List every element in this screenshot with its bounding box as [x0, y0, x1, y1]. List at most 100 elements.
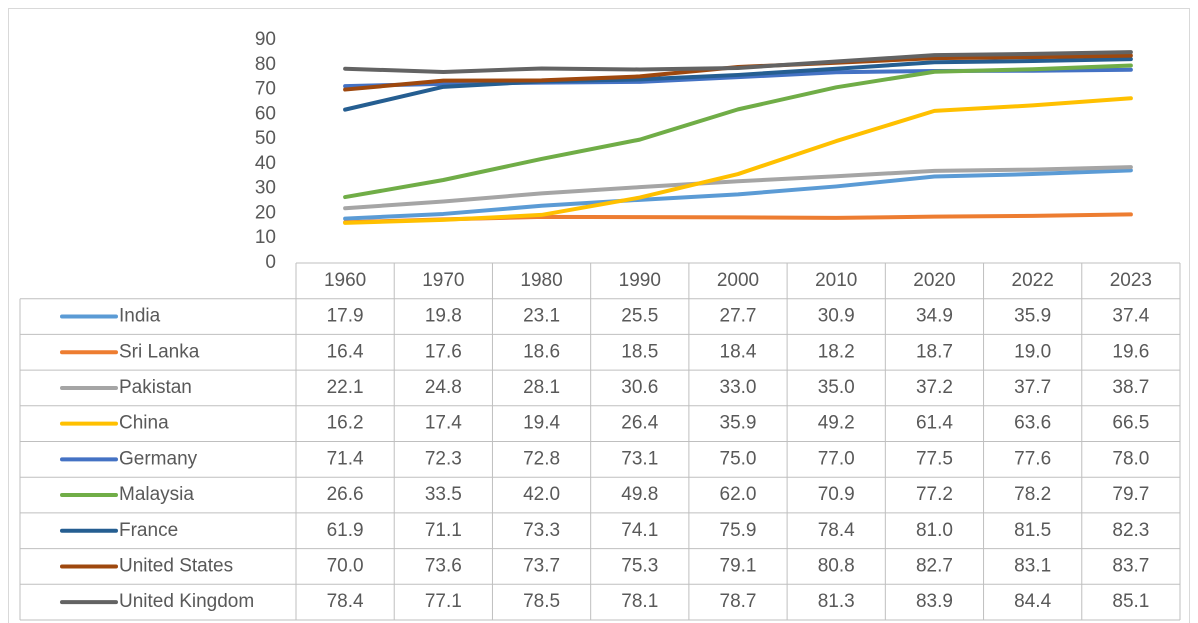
table-value: 17.4	[425, 413, 462, 434]
table-value: 33.0	[720, 377, 757, 398]
table-value: 72.3	[425, 448, 462, 469]
x-tick-label: 1990	[619, 270, 661, 291]
legend-label: China	[119, 413, 169, 434]
table-value: 77.0	[818, 448, 855, 469]
x-tick-label: 2020	[913, 270, 955, 291]
table-value: 18.6	[523, 341, 560, 362]
y-tick-label: 20	[255, 202, 276, 223]
table-value: 71.4	[327, 448, 364, 469]
table-value: 19.4	[523, 413, 560, 434]
x-tick-label: 2000	[717, 270, 759, 291]
table-value: 82.3	[1112, 520, 1149, 541]
table-value: 16.2	[327, 413, 364, 434]
table-value: 70.9	[818, 484, 855, 505]
table-value: 78.4	[327, 591, 364, 612]
chart-border	[8, 8, 1190, 623]
table-value: 77.6	[1014, 448, 1051, 469]
table-value: 18.7	[916, 341, 953, 362]
table-value: 34.9	[916, 306, 953, 327]
table-value: 61.9	[327, 520, 364, 541]
table-value: 28.1	[523, 377, 560, 398]
series-line	[343, 57, 1133, 112]
table-value: 85.1	[1112, 591, 1149, 612]
table-value: 16.4	[327, 341, 364, 362]
table-value: 81.3	[818, 591, 855, 612]
table-value: 71.1	[425, 520, 462, 541]
x-tick-label: 1970	[422, 270, 464, 291]
table-value: 79.1	[720, 555, 757, 576]
table-value: 81.0	[916, 520, 953, 541]
y-tick-label: 80	[255, 54, 276, 75]
y-tick-label: 90	[255, 29, 276, 50]
table-value: 27.7	[720, 306, 757, 327]
legend-label: Germany	[119, 448, 198, 469]
table-value: 49.8	[621, 484, 658, 505]
table-value: 18.2	[818, 341, 855, 362]
table-value: 19.6	[1112, 341, 1149, 362]
y-tick-label: 60	[255, 103, 276, 124]
table-value: 49.2	[818, 413, 855, 434]
table-value: 26.4	[621, 413, 658, 434]
table-value: 30.9	[818, 306, 855, 327]
table-value: 26.6	[327, 484, 364, 505]
table-value: 77.5	[916, 448, 953, 469]
y-tick-label: 70	[255, 79, 276, 100]
table-value: 19.8	[425, 306, 462, 327]
y-tick-label: 10	[255, 227, 276, 248]
y-tick-label: 40	[255, 153, 276, 174]
table-value: 17.6	[425, 341, 462, 362]
table-value: 79.7	[1112, 484, 1149, 505]
table-value: 35.9	[720, 413, 757, 434]
legend-label: India	[119, 306, 161, 327]
table-value: 37.2	[916, 377, 953, 398]
table-value: 62.0	[720, 484, 757, 505]
table-value: 35.0	[818, 377, 855, 398]
table-value: 83.9	[916, 591, 953, 612]
legend-label: Sri Lanka	[119, 341, 200, 362]
x-tick-label: 1980	[520, 270, 562, 291]
table-value: 80.8	[818, 555, 855, 576]
table-value: 38.7	[1112, 377, 1149, 398]
table-value: 78.5	[523, 591, 560, 612]
legend-label: France	[119, 520, 178, 541]
table-value: 72.8	[523, 448, 560, 469]
table-value: 78.7	[720, 591, 757, 612]
legend-label: Pakistan	[119, 377, 192, 398]
table-value: 24.8	[425, 377, 462, 398]
table-value: 84.4	[1014, 591, 1051, 612]
y-tick-label: 30	[255, 178, 276, 199]
x-tick-label: 2023	[1110, 270, 1152, 291]
table-value: 25.5	[621, 306, 658, 327]
table-value: 78.0	[1112, 448, 1149, 469]
series-line	[343, 63, 1133, 200]
table-value: 18.4	[720, 341, 757, 362]
table-value: 18.5	[621, 341, 658, 362]
y-tick-label: 50	[255, 128, 276, 149]
table-value: 17.9	[327, 306, 364, 327]
table-value: 73.7	[523, 555, 560, 576]
table-value: 37.7	[1014, 377, 1051, 398]
table-value: 77.2	[916, 484, 953, 505]
table-value: 81.5	[1014, 520, 1051, 541]
legend-label: United States	[119, 555, 233, 576]
table-value: 35.9	[1014, 306, 1051, 327]
legend-label: United Kingdom	[119, 591, 254, 612]
table-value: 19.0	[1014, 341, 1051, 362]
series-line	[343, 96, 1133, 225]
table-value: 83.7	[1112, 555, 1149, 576]
x-tick-label: 2022	[1012, 270, 1054, 291]
series-line	[343, 168, 1133, 221]
table-value: 82.7	[916, 555, 953, 576]
table-value: 75.9	[720, 520, 757, 541]
table-value: 70.0	[327, 555, 364, 576]
table-value: 33.5	[425, 484, 462, 505]
x-tick-label: 2010	[815, 270, 857, 291]
table-value: 73.6	[425, 555, 462, 576]
table-value: 73.3	[523, 520, 560, 541]
table-value: 78.4	[818, 520, 855, 541]
x-tick-label: 1960	[324, 270, 366, 291]
series-line	[343, 50, 1133, 74]
table-value: 30.6	[621, 377, 658, 398]
table-value: 73.1	[621, 448, 658, 469]
table-value: 37.4	[1112, 306, 1149, 327]
